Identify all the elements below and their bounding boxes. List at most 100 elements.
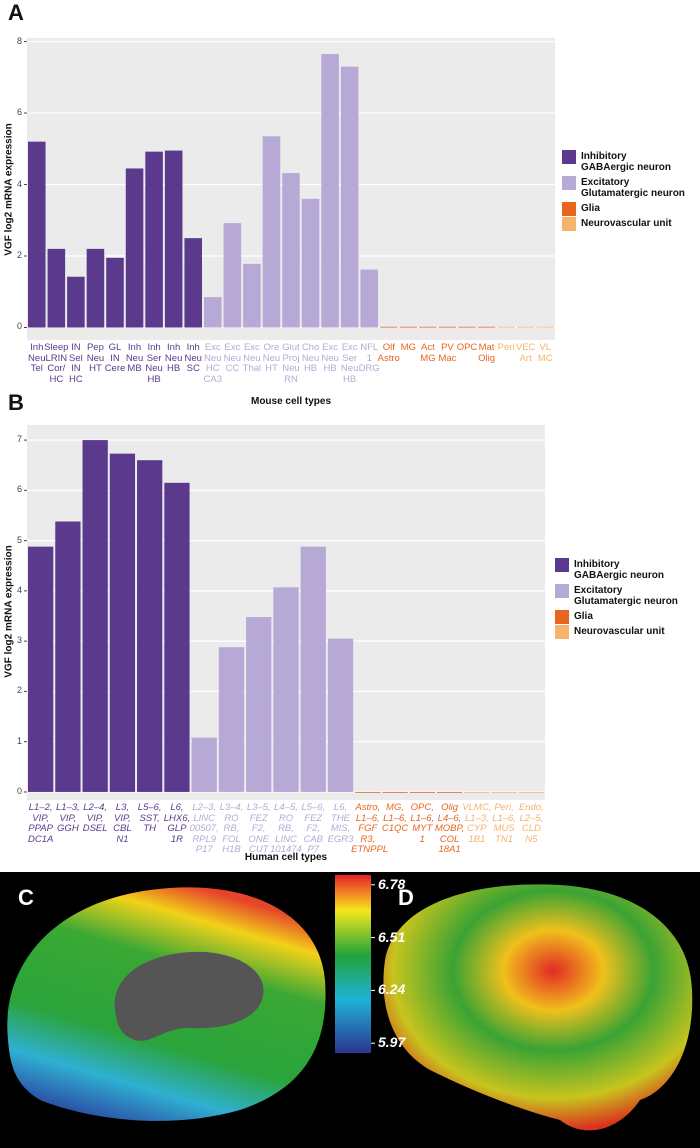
x-tick-label: VLMC, L1–3, CYP 1B1 [462, 802, 492, 845]
x-tick-label: L5–6, FEZ F2, CAB P7 [301, 802, 326, 855]
bar [273, 587, 299, 792]
y-tick-label: 7 [16, 434, 22, 445]
bar [243, 263, 261, 328]
y-tick-label: 6 [16, 484, 22, 495]
x-tick-label: L1–2, VIP, PPAP DC1A [27, 802, 54, 845]
bar [145, 151, 163, 328]
panel-label: D [398, 885, 414, 910]
bar [300, 546, 326, 792]
x-tick-label: Inh Neu Tel [28, 342, 46, 374]
x-tick-label: Exc Neu HB [321, 342, 339, 374]
legend-label: Excitatory Glutamatergic neuron [581, 177, 685, 199]
y-tick-label: 6 [16, 107, 22, 118]
legend-label: Inhibitory GABAergic neuron [581, 151, 672, 173]
x-tick-label: NFL 1 DRG [358, 342, 380, 374]
bar [436, 791, 463, 793]
bar [28, 141, 46, 328]
bar [55, 521, 81, 792]
x-tick-label: GL IN Cere [104, 342, 126, 374]
legend-swatch [555, 558, 569, 572]
bar [399, 326, 418, 328]
x-tick-label: Exc Ser Neu HB [340, 342, 359, 385]
panel-label: A [8, 0, 24, 25]
x-tick-label: Exc Neu CC [223, 342, 242, 374]
x-tick-label: L6, LHX6, GLP 1R [163, 802, 191, 845]
legend-swatch [562, 202, 576, 216]
legend-swatch [555, 610, 569, 624]
bar [321, 54, 339, 328]
bar [327, 638, 354, 792]
y-tick-label: 1 [16, 735, 22, 746]
y-tick-label: 2 [16, 250, 22, 260]
colorbar-label: 6.51 [378, 928, 406, 945]
bar [355, 791, 381, 793]
legend-swatch [562, 150, 576, 164]
bar [109, 453, 136, 792]
x-tick-label: Pep Neu HT [86, 342, 105, 374]
legend-swatch [555, 625, 569, 639]
x-tick-label: Endo, L2–5, CLD N5 [518, 802, 544, 845]
x-tick-label: Glut Proj Neu RN [282, 342, 300, 385]
x-tick-label: Inh Ser Neu HB [145, 342, 163, 385]
bar [164, 150, 183, 328]
corpus-callosum [114, 951, 264, 1041]
colorbar-label: 5.97 [378, 1034, 406, 1051]
bar [282, 173, 300, 328]
bar [191, 737, 217, 792]
x-tick-label: Exc Neu Thal [242, 342, 262, 374]
bar [536, 326, 554, 328]
x-tick-label: Cho Neu HB [301, 342, 320, 374]
bar [497, 326, 515, 328]
bar [360, 269, 378, 328]
x-tick-label: IN Sel IN HC [69, 342, 83, 385]
bar [458, 326, 476, 328]
legend-swatch [562, 176, 576, 190]
bar [67, 276, 85, 328]
x-tick-label: L6, THE MIS, EGR3 [327, 802, 354, 845]
bar [204, 297, 222, 328]
bar [184, 238, 202, 328]
panel-label: B [8, 390, 24, 415]
x-tick-label: L5–6, SST, TH [137, 802, 162, 834]
legend-swatch [562, 217, 576, 231]
legend-label: Glia [581, 203, 600, 214]
x-tick-label: Peri [497, 342, 515, 353]
bar [419, 326, 437, 328]
bar [382, 791, 408, 793]
bar [380, 326, 398, 328]
x-tick-label: L3, VIP, CBL N1 [113, 802, 132, 845]
x-tick-label: VL MC [537, 342, 553, 364]
x-tick-label: VEC Art [515, 342, 536, 364]
bar [106, 257, 124, 328]
x-tick-label: Sleep LRIN Cor/ HC [44, 342, 69, 385]
legend-label: Neurovascular unit [581, 218, 672, 229]
x-tick-label: L1–3, VIP, GGH [55, 802, 80, 834]
colorbar [335, 875, 371, 1053]
bar [518, 791, 544, 793]
bar [82, 440, 108, 792]
x-tick-label: Olf Astro [377, 342, 400, 364]
colorbar-label: 6.78 [378, 875, 406, 892]
x-tick-label: OPC [456, 342, 478, 353]
colorbar-label: 6.24 [378, 981, 406, 998]
x-tick-label: Mat Olig [478, 342, 495, 364]
x-axis-title: Human cell types [244, 852, 328, 863]
x-tick-label: MG [400, 342, 416, 353]
y-tick-label: 4 [16, 178, 22, 189]
bar [340, 66, 359, 328]
panel-label: C [18, 885, 34, 910]
x-tick-label: Inh Neu SC [184, 342, 202, 374]
y-tick-label: 4 [16, 584, 22, 595]
x-tick-label: L3–5, FEZ F2, ONE CUT [246, 802, 271, 855]
bar [164, 482, 190, 792]
x-tick-label: Peri, L1–6, MUS TN1 [492, 802, 516, 845]
legend-label: Inhibitory GABAergic neuron [574, 559, 665, 581]
x-tick-label: Act MG [420, 342, 436, 364]
bar [218, 647, 245, 792]
x-tick-label: L3–4, RO RB, FOL H1B [219, 802, 244, 855]
bar [491, 791, 517, 793]
x-tick-label: Exc Neu HC CA3 [203, 342, 223, 385]
x-axis-title: Mouse cell types [250, 396, 332, 407]
y-tick-label: 0 [16, 321, 22, 332]
